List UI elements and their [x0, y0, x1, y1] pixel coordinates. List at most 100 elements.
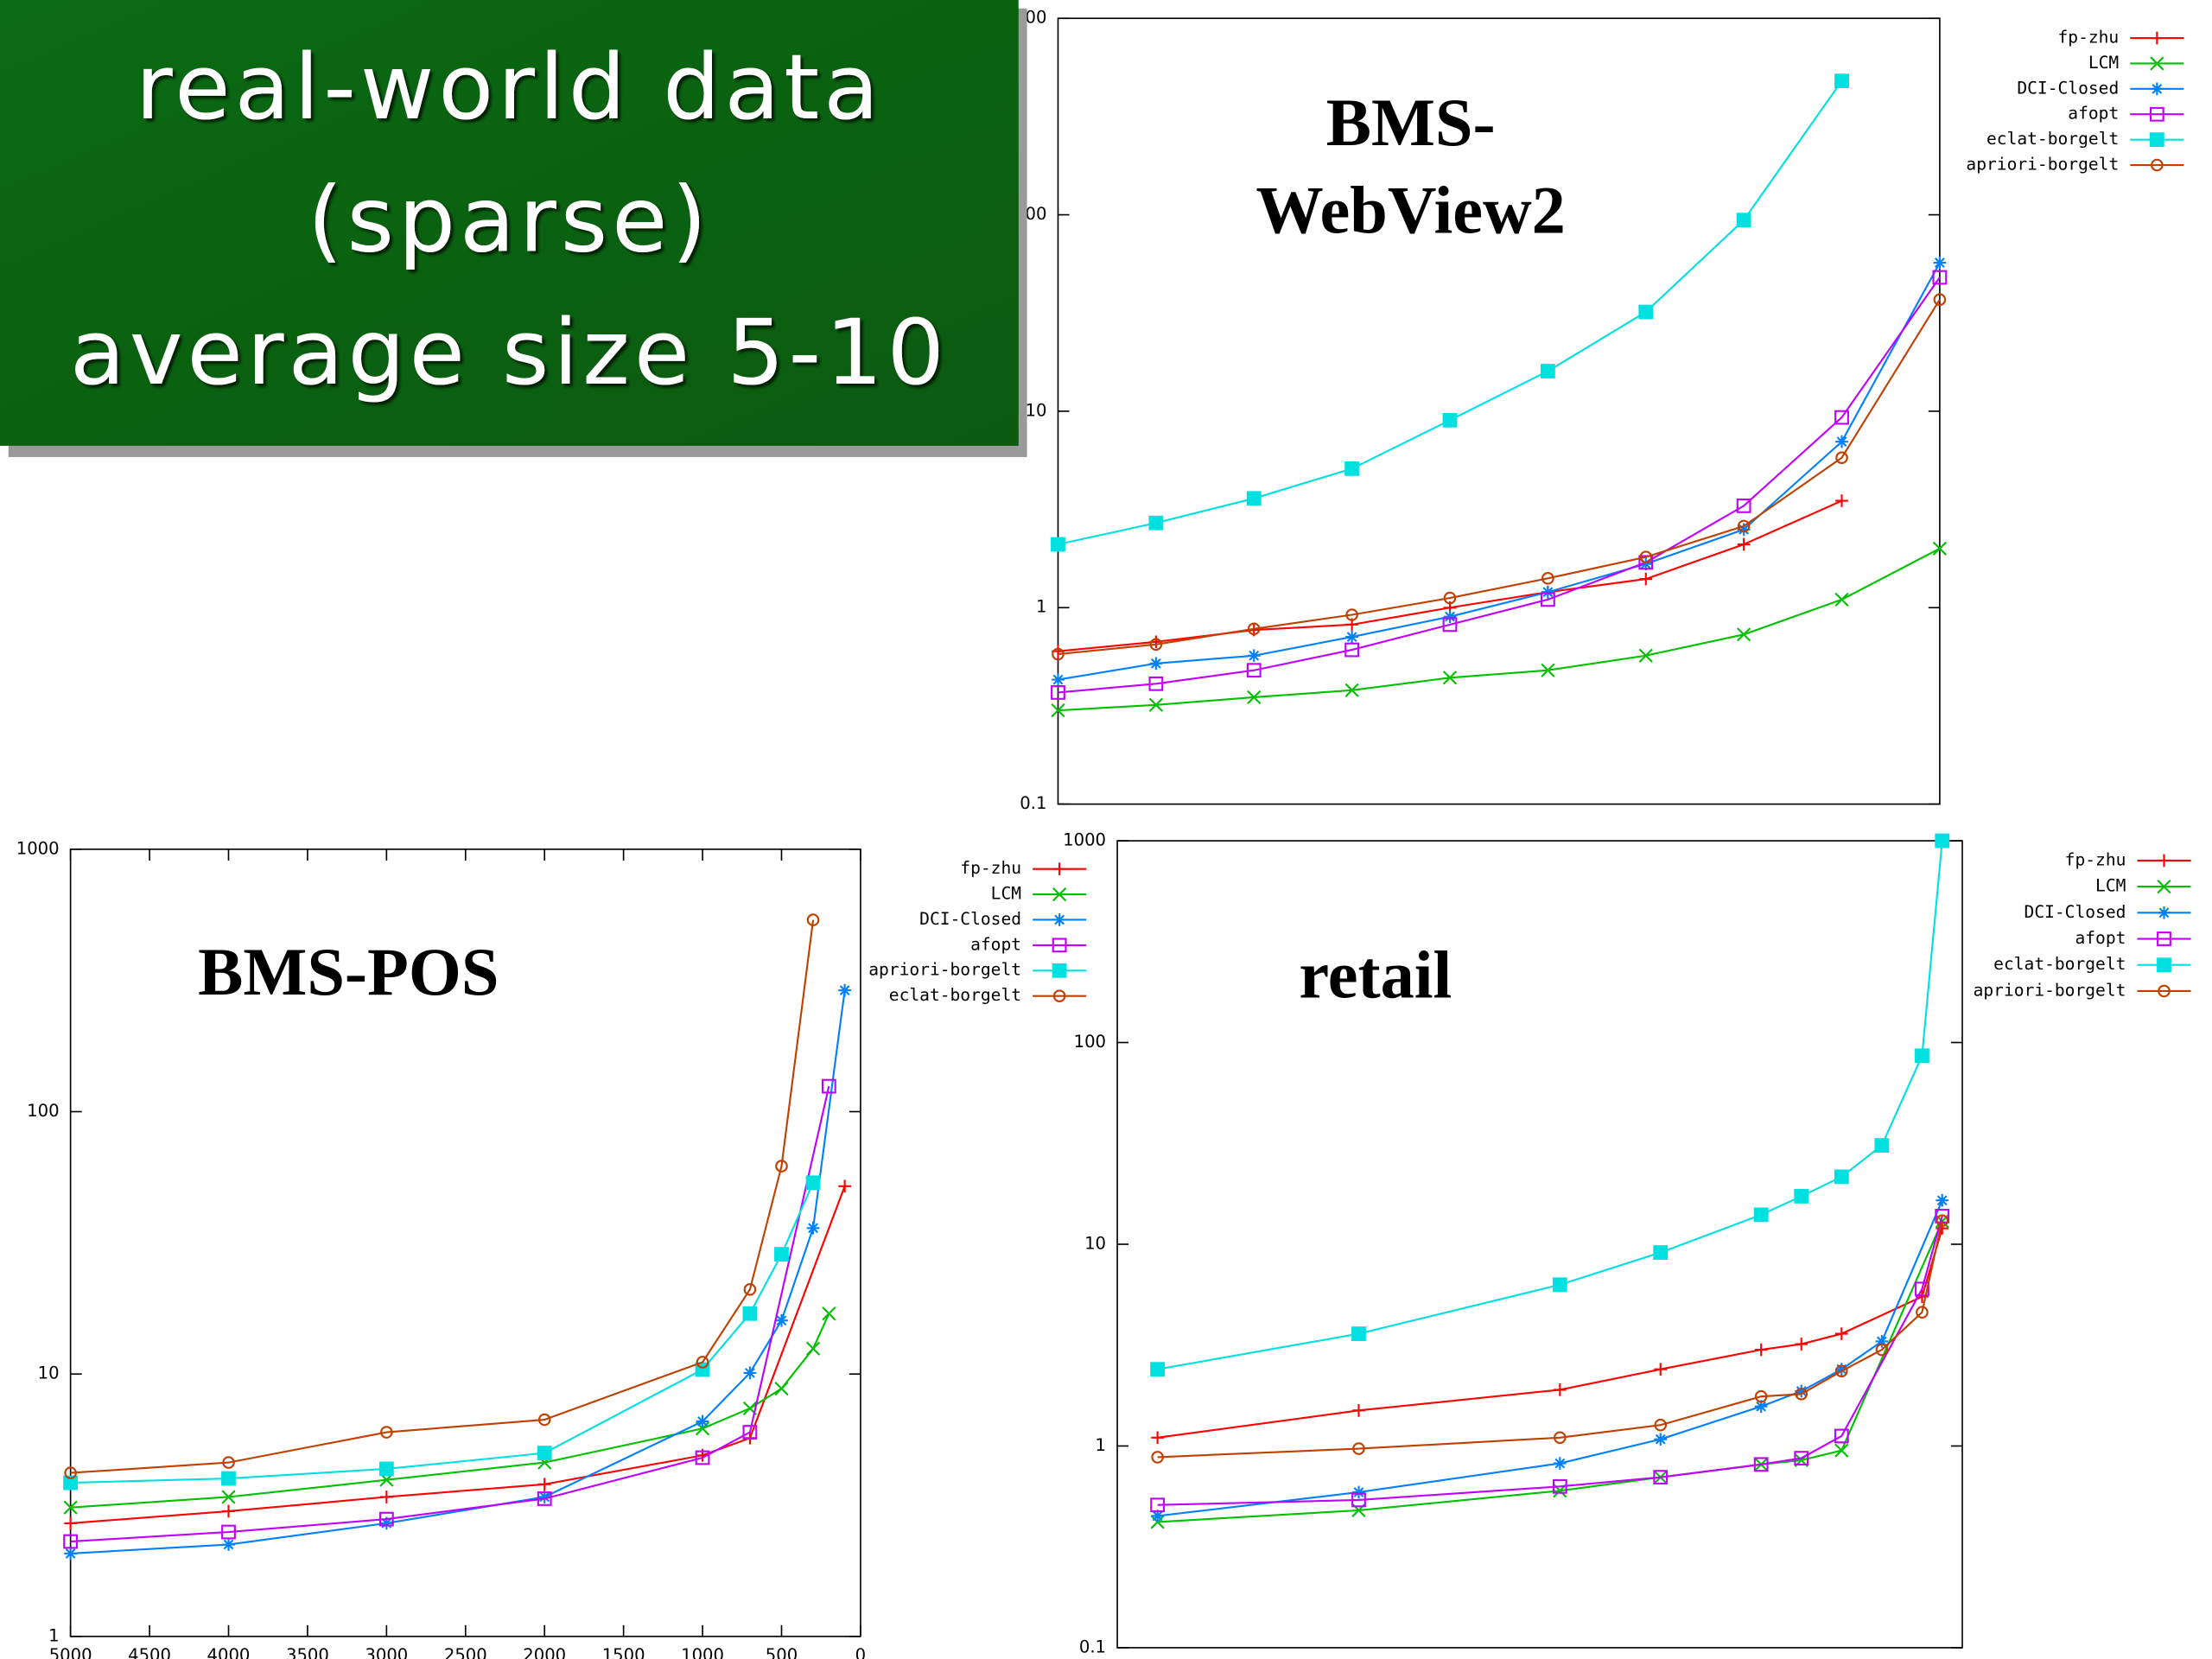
marker	[822, 1306, 836, 1321]
marker	[1052, 963, 1067, 978]
marker	[742, 1425, 758, 1440]
marker	[1795, 1388, 1808, 1401]
charts: 0.1 1 10 100 1000 fp-zhu LCM DCI-Closed afopt ecl…	[16, 8, 2191, 1659]
marker	[805, 1341, 821, 1356]
marker	[64, 1466, 77, 1479]
marker	[821, 1078, 836, 1094]
marker	[1151, 1451, 1164, 1464]
legend-label: afopt	[970, 934, 1021, 954]
marker	[1442, 617, 1458, 632]
marker	[2158, 854, 2171, 868]
marker	[1638, 648, 1653, 663]
marker	[1875, 1335, 1889, 1348]
marker	[1639, 557, 1653, 570]
marker	[221, 1471, 236, 1486]
marker	[1052, 913, 1066, 926]
legend-label: eclat-borgelt	[1993, 954, 2126, 974]
legend-label: LCM	[2095, 876, 2126, 896]
chart-title-box: BMS-WebView2	[1255, 86, 1566, 249]
legend-label: fp-zhu	[960, 858, 1021, 878]
marker	[222, 1456, 235, 1469]
marker	[1051, 537, 1065, 552]
marker	[806, 1221, 820, 1235]
chart-title: BMS-WebView2	[1255, 86, 1566, 249]
marker	[1052, 938, 1067, 953]
marker	[1352, 1485, 1365, 1499]
marker	[1151, 1431, 1164, 1445]
marker	[1737, 627, 1751, 642]
marker	[1553, 1383, 1567, 1396]
marker	[1737, 523, 1751, 537]
marker	[774, 1247, 789, 1262]
marker	[378, 1461, 394, 1477]
y-tick-label: 10	[1026, 400, 1047, 420]
x-tick-label: 3500	[286, 1645, 329, 1659]
y-tick-label: 1	[1096, 1435, 1106, 1455]
x-tick-label: 500	[766, 1645, 798, 1659]
legend-label: afopt	[2068, 104, 2119, 124]
marker	[2158, 906, 2171, 919]
marker	[1247, 649, 1261, 663]
marker	[1540, 592, 1555, 607]
header-box	[0, 0, 1019, 446]
y-tick-label: 1000	[1063, 830, 1106, 850]
marker	[1835, 451, 1848, 465]
series-line	[1157, 1220, 1943, 1459]
marker	[1753, 1457, 1769, 1472]
marker	[378, 1511, 394, 1527]
marker	[1915, 1281, 1929, 1297]
series-line	[70, 1182, 815, 1484]
series-line	[1058, 262, 1941, 681]
marker	[1553, 1457, 1567, 1470]
header-line: average size 5-10	[70, 300, 949, 405]
marker	[1737, 537, 1751, 551]
legend-label: DCI-Closed	[2017, 78, 2119, 98]
marker	[696, 1356, 709, 1369]
marker	[838, 983, 851, 997]
y-tick-label: 1	[48, 1625, 59, 1645]
chart-title-box: BMS-POS	[198, 935, 499, 1010]
marker	[1345, 608, 1358, 621]
legend-label: fp-zhu	[2065, 849, 2126, 869]
marker	[1795, 1338, 1808, 1351]
marker	[222, 1504, 235, 1518]
marker	[1442, 671, 1458, 685]
y-tick-label: 10	[38, 1363, 60, 1383]
marker	[1443, 591, 1457, 605]
y-tick-label: 1000	[16, 838, 60, 858]
marker	[221, 1490, 236, 1504]
marker	[743, 1366, 757, 1380]
marker	[2157, 880, 2171, 894]
marker	[1754, 1400, 1768, 1414]
header-line: (sparse)	[308, 168, 711, 273]
marker	[774, 1381, 789, 1396]
marker	[1051, 703, 1065, 718]
marker	[1916, 1306, 1929, 1319]
series-line	[70, 919, 815, 1474]
marker	[1052, 647, 1065, 661]
marker	[806, 913, 820, 926]
legend-label: fp-zhu	[2058, 28, 2120, 48]
marker	[380, 1516, 393, 1530]
marker	[537, 1491, 551, 1503]
marker	[1352, 1404, 1365, 1417]
marker	[1834, 1428, 1849, 1444]
marker	[1345, 630, 1358, 644]
series-line	[1058, 276, 1941, 694]
header: real-world data (sparse) average size 5-…	[0, 0, 1027, 457]
marker	[1737, 519, 1751, 533]
marker	[1541, 572, 1554, 585]
marker	[1653, 1470, 1669, 1485]
marker	[1874, 1138, 1890, 1154]
y-tick-label: 100	[27, 1101, 59, 1121]
legend-label: eclat-borgelt	[889, 985, 1021, 1005]
y-tick-label: 0.1	[1020, 793, 1046, 813]
marker	[63, 1500, 78, 1515]
marker	[1932, 270, 1948, 285]
marker	[1835, 494, 1848, 507]
marker	[1148, 515, 1164, 531]
marker	[1552, 1478, 1567, 1494]
marker	[1736, 498, 1751, 513]
